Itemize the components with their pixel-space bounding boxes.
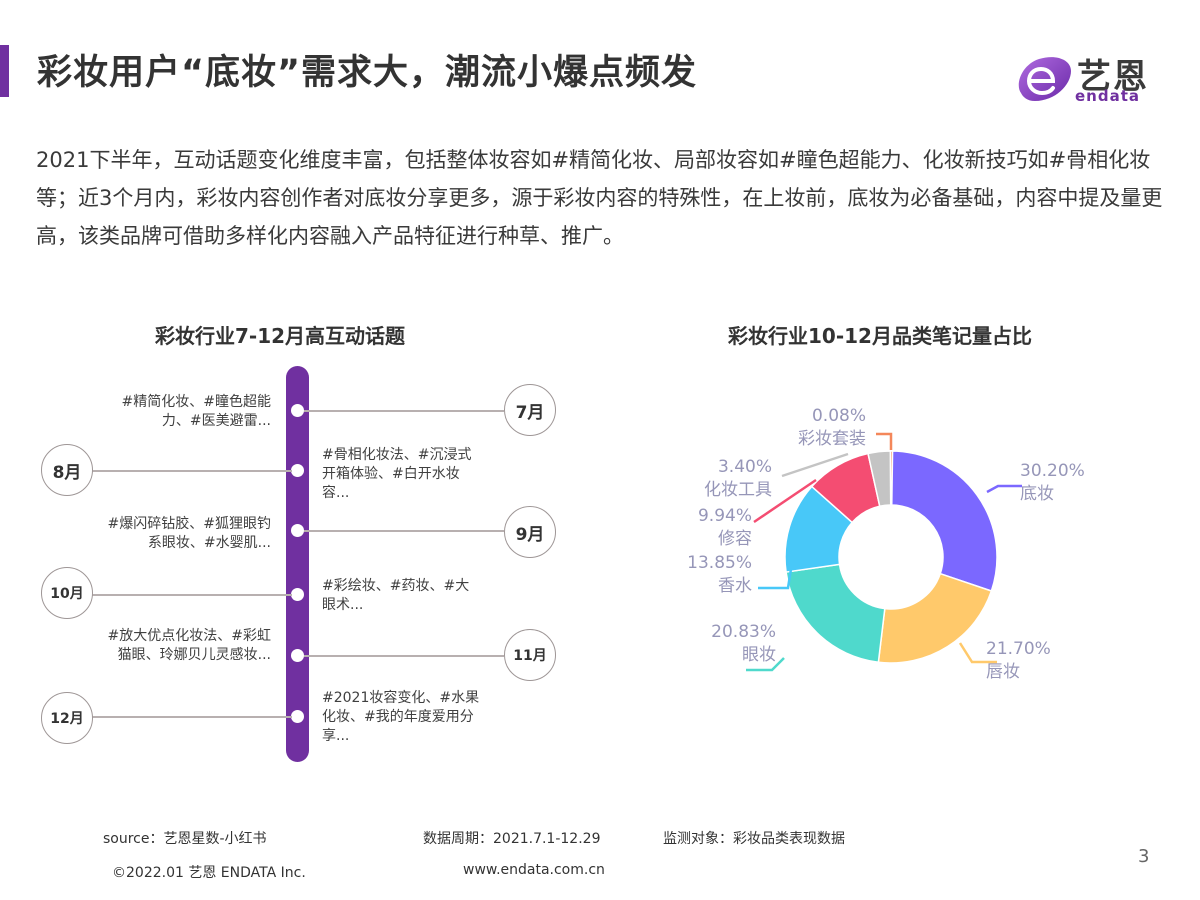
month-bubble-12: 12月 <box>41 692 93 744</box>
timeline-connector-12 <box>92 716 292 718</box>
value-foundation: 30.20% <box>1020 461 1085 481</box>
timeline-dot-9 <box>291 524 304 537</box>
value-tools: 3.40% <box>717 457 772 477</box>
donut-slice-6 <box>889 450 894 506</box>
title-accent-bar <box>0 45 9 97</box>
value-eye: 20.83% <box>711 622 776 642</box>
footer-subject: 监测对象：彩妆品类表现数据 <box>663 831 845 847</box>
footer-source: source：艺恩星数-小红书 <box>103 831 267 847</box>
topics-11: #放大优点化妆法、#彩虹猫眼、玲娜贝儿灵感妆... <box>107 628 271 663</box>
intro-paragraph: 2021下半年，互动话题变化维度丰富，包括整体妆容如#精简化妆、局部妆容如#瞳色… <box>36 148 1163 248</box>
donut-label-foundation: 30.20% 底妆 <box>1020 460 1085 506</box>
leader-line-lip <box>958 642 997 664</box>
topics-12: #2021妆容变化、#水果化妆、#我的年度爱用分享... <box>322 690 480 744</box>
topics-8: #骨相化妆法、#沉浸式开箱体验、#白开水妆容... <box>322 447 472 501</box>
donut-chart <box>746 432 1022 672</box>
leader-line-contour <box>753 478 817 524</box>
donut-slice-2 <box>785 563 886 664</box>
footer-website[interactable]: www.endata.com.cn <box>463 862 605 878</box>
value-set: 0.08% <box>811 406 866 426</box>
donut-label-perfume: 13.85% 香水 <box>676 552 752 598</box>
value-contour: 9.94% <box>697 506 752 526</box>
donut-label-set: 0.08% 彩妆套装 <box>780 405 866 451</box>
timeline-bar <box>286 366 309 762</box>
timeline-dot-7 <box>291 404 304 417</box>
topics-9: #爆闪碎钻胶、#狐狸眼钓系眼妆、#水婴肌... <box>107 516 271 551</box>
donut-label-lip: 21.70% 唇妆 <box>986 638 1051 684</box>
month-bubble-8: 8月 <box>41 444 93 496</box>
footer-period: 数据周期：2021.7.1-12.29 <box>423 831 601 847</box>
topics-10: #彩绘妆、#药妆、#大眼术... <box>322 578 470 613</box>
category-perfume: 香水 <box>718 576 752 596</box>
month-bubble-11: 11月 <box>504 629 556 681</box>
category-foundation: 底妆 <box>1020 484 1054 504</box>
value-perfume: 13.85% <box>687 553 752 573</box>
logo-text-en: endata <box>1075 87 1141 105</box>
donut-label-tools: 3.40% 化妆工具 <box>686 456 772 502</box>
donut-chart-title: 彩妆行业10-12月品类笔记量占比 <box>728 324 1032 348</box>
topics-7: #精简化妆、#瞳色超能力、#医美避雷... <box>121 394 271 429</box>
donut-slice-1 <box>877 572 993 664</box>
timeline-connector-8 <box>92 470 292 472</box>
leader-line-perfume <box>758 549 796 590</box>
timeline-dot-11 <box>291 649 304 662</box>
category-tools: 化妆工具 <box>704 480 772 500</box>
month-bubble-10: 10月 <box>41 567 93 619</box>
category-lip: 唇妆 <box>986 662 1020 682</box>
value-lip: 21.70% <box>986 639 1051 659</box>
timeline-connector-9 <box>304 530 504 532</box>
category-eye: 眼妆 <box>742 645 776 665</box>
donut-slices <box>784 450 998 664</box>
leader-line-eye <box>746 657 785 672</box>
logo-text-cn: 艺恩 <box>1077 57 1149 97</box>
page-number: 3 <box>1138 846 1150 867</box>
timeline-connector-7 <box>304 410 504 412</box>
donut-leader-lines <box>746 432 1022 672</box>
endata-logo: 艺恩 endata <box>1015 47 1160 107</box>
month-bubble-9: 9月 <box>504 506 556 558</box>
timeline-dot-10 <box>291 588 304 601</box>
donut-label-contour: 9.94% 修容 <box>682 505 752 551</box>
category-set: 彩妆套装 <box>798 429 866 449</box>
leader-line-set <box>876 432 893 450</box>
leader-line-tools <box>781 452 849 478</box>
timeline-title: 彩妆行业7-12月高互动话题 <box>155 324 406 348</box>
donut-slice-0 <box>890 450 998 592</box>
timeline-connector-10 <box>92 594 292 596</box>
category-contour: 修容 <box>718 529 752 549</box>
timeline-dot-8 <box>291 464 304 477</box>
endata-logo-icon <box>1018 57 1071 101</box>
timeline-connector-11 <box>304 655 504 657</box>
donut-label-eye: 20.83% 眼妆 <box>700 621 776 667</box>
leader-line-foundation <box>986 484 1022 494</box>
page-title: 彩妆用户“底妆”需求大，潮流小爆点频发 <box>37 53 698 93</box>
footer-copyright: ©2022.01 艺恩 ENDATA Inc. <box>112 865 306 881</box>
month-bubble-7: 7月 <box>504 384 556 436</box>
timeline-dot-12 <box>291 710 304 723</box>
